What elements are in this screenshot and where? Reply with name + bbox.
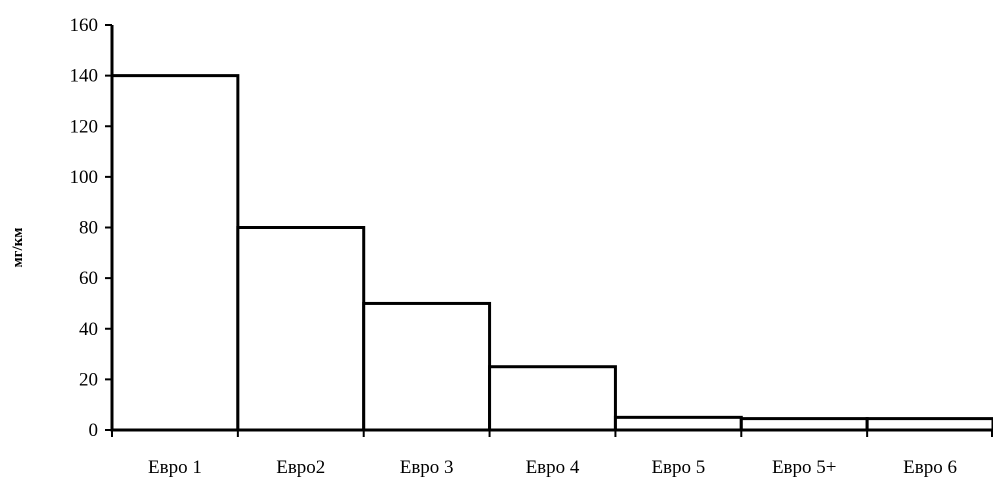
- x-tick-label: Евро 4: [526, 457, 580, 477]
- bar: [110, 74, 240, 432]
- x-ticks: Евро 1 Евро2 Евро 3 Евро 4 Евро 5 Евро 5+ Евро…: [111, 430, 993, 478]
- bar: [488, 365, 617, 432]
- y-tick-label: 60: [79, 268, 98, 289]
- x-tick-label: Евро 1: [148, 457, 202, 477]
- bar: [865, 417, 993, 432]
- y-tick-label: 0: [89, 420, 99, 441]
- x-tick-label: Евро2: [276, 457, 325, 477]
- bar: [739, 417, 869, 432]
- y-tick-label: 20: [79, 369, 98, 390]
- bar: [236, 226, 366, 432]
- y-tick-label: 160: [70, 15, 99, 36]
- y-tick-label: 40: [79, 319, 98, 340]
- bars-layer: [110, 74, 993, 432]
- x-tick-label: Евро 5+: [772, 457, 837, 477]
- bar: [613, 415, 743, 432]
- y-ticks: 0 20 40 60 80 100 120 140 160: [70, 15, 112, 441]
- x-tick-label: Евро 3: [400, 457, 454, 477]
- y-tick-label: 140: [70, 66, 99, 87]
- x-tick-label: Евро 6: [903, 457, 957, 477]
- x-tick-label: Евро 5: [651, 457, 705, 477]
- y-tick-label: 120: [70, 116, 99, 137]
- y-axis-label: мг/км: [10, 227, 26, 267]
- bar: [362, 301, 492, 432]
- y-tick-label: 80: [79, 218, 98, 239]
- y-tick-label: 100: [70, 167, 99, 188]
